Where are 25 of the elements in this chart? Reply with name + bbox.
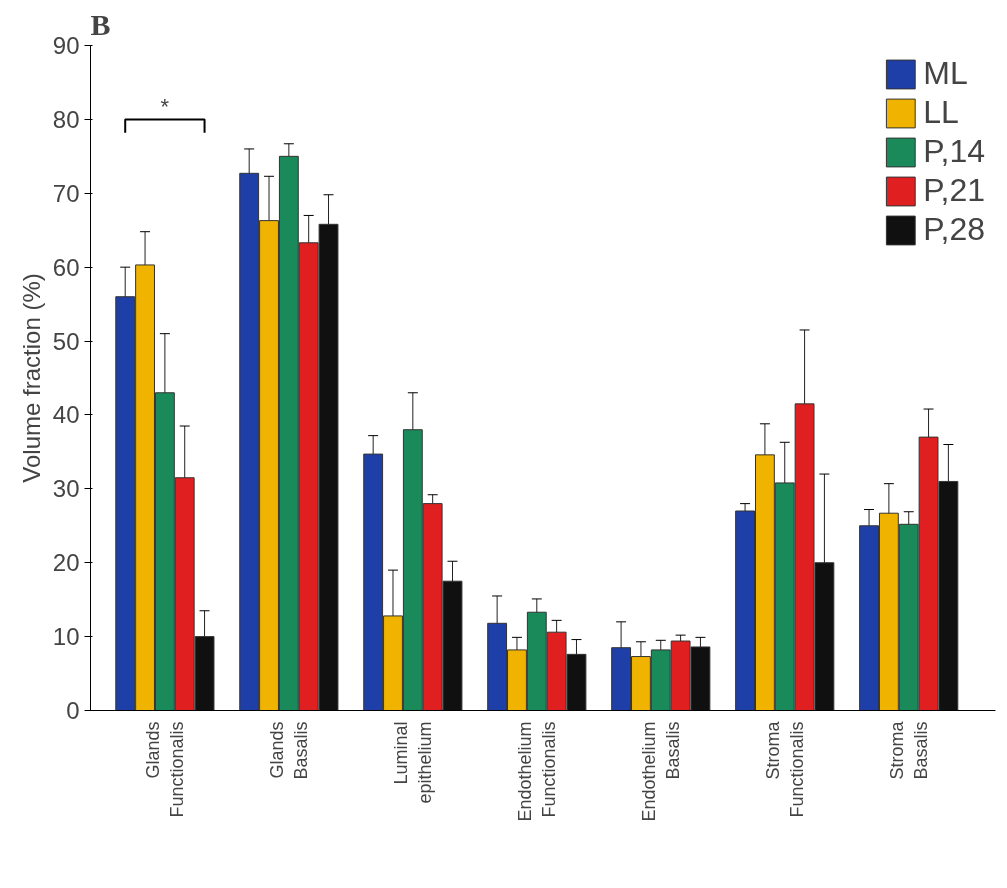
y-tick-label: 10 xyxy=(52,623,80,651)
y-tick-label: 40 xyxy=(52,401,80,429)
y-tick-label: 90 xyxy=(52,32,80,59)
x-tick-label: Luminal epithelium xyxy=(390,721,435,804)
y-tick-label: 50 xyxy=(52,327,80,355)
y-tick-label: 70 xyxy=(52,179,80,207)
legend-label: LL xyxy=(923,94,959,131)
x-tick-label: Stroma Basalis xyxy=(886,720,931,780)
legend-label: P,14 xyxy=(923,133,985,170)
x-tick-label: Endothelium Basalis xyxy=(638,721,683,822)
y-tick-label: 20 xyxy=(52,549,80,577)
x-tick-label: Glands Functionalis xyxy=(142,721,187,818)
y-axis-title: Volume fraction (%) xyxy=(17,273,45,483)
legend-label: P,28 xyxy=(923,211,985,248)
y-tick-label: 60 xyxy=(52,253,80,281)
x-tick-label: Glands Basalis xyxy=(266,721,311,780)
y-tick-label: 30 xyxy=(52,475,80,503)
y-tick-label: 80 xyxy=(52,105,80,133)
legend-label: ML xyxy=(923,55,968,92)
y-tick-label: 0 xyxy=(66,697,80,724)
x-tick-label: Stroma Functionalis xyxy=(762,720,807,818)
legend-label: P,21 xyxy=(923,172,985,209)
chart-title: B xyxy=(90,7,111,41)
annotation: * xyxy=(160,94,170,120)
x-tick-label: Endothelium Functionalis xyxy=(514,721,559,822)
